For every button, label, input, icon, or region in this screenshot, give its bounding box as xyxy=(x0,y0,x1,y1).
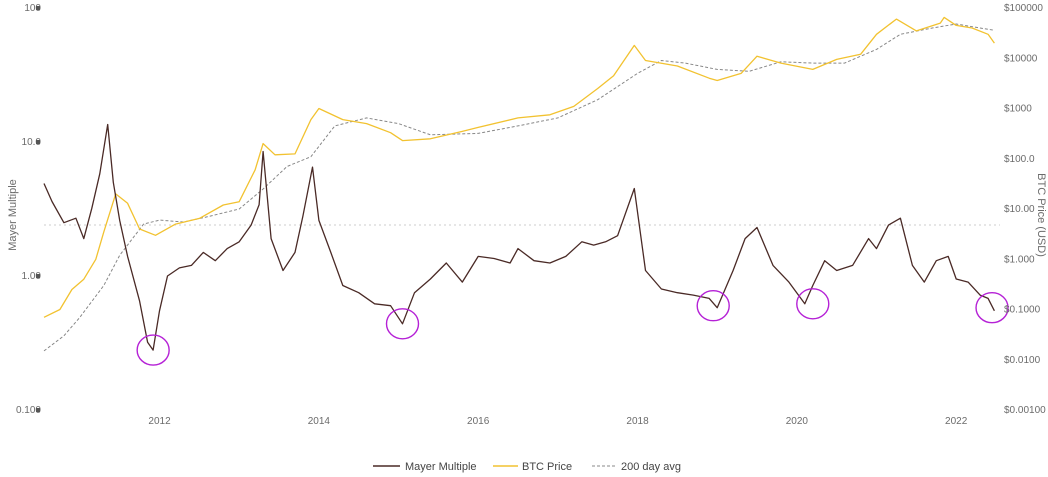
x-tick-label: 2012 xyxy=(148,416,171,427)
left-tick-label: 1.00 xyxy=(22,271,42,282)
200-day-avg-line xyxy=(43,23,995,352)
left-tick-label: 100 xyxy=(24,3,41,14)
left-tick-mark xyxy=(36,140,40,144)
right-tick-label: $1000 xyxy=(1004,104,1032,115)
x-tick-label: 2020 xyxy=(786,416,809,427)
highlight-circle xyxy=(385,308,420,340)
legend-label-mayer-multiple: Mayer Multiple xyxy=(405,461,477,473)
left-axis-title: Mayer Multiple xyxy=(7,179,19,251)
legend-label-btc-price: BTC Price xyxy=(522,461,572,473)
x-tick-label: 2022 xyxy=(945,416,968,427)
mayer-multiple-line xyxy=(43,123,995,351)
btc-price-line xyxy=(43,16,995,318)
x-tick-label: 2018 xyxy=(626,416,649,427)
right-tick-label: $0.00100 xyxy=(1004,405,1046,416)
left-tick-label: 0.100 xyxy=(16,405,41,416)
left-tick-mark xyxy=(36,274,40,278)
right-tick-label: $10.00 xyxy=(1004,204,1035,215)
highlight-circle xyxy=(796,288,830,320)
left-tick-mark xyxy=(36,6,40,10)
legend-label-200-day-avg: 200 day avg xyxy=(621,461,681,473)
legend-item-btc-price[interactable]: BTC Price xyxy=(493,461,572,473)
right-tick-label: $100.0 xyxy=(1004,154,1035,165)
right-tick-label: $0.0100 xyxy=(1004,355,1041,366)
left-tick-mark xyxy=(36,408,40,412)
highlight-circle xyxy=(136,334,170,366)
legend-item-200-day-avg[interactable]: 200 day avg xyxy=(592,461,681,473)
x-tick-label: 2016 xyxy=(467,416,490,427)
right-tick-label: $1.000 xyxy=(1004,254,1035,265)
x-tick-label: 2014 xyxy=(308,416,331,427)
marker-layer xyxy=(136,288,1009,366)
legend: Mayer Multiple BTC Price 200 day avg xyxy=(373,461,681,473)
left-tick-label: 10.0 xyxy=(22,137,42,148)
legend-item-mayer-multiple[interactable]: Mayer Multiple xyxy=(373,461,477,473)
tick-layer: 0.100 1.00 10.0 100 $0.00100 $0.0100 $0.1000 $1… xyxy=(16,3,1046,427)
lines-layer xyxy=(43,16,995,352)
right-tick-label: $10000 xyxy=(1004,53,1038,64)
right-axis-title: BTC Price (USD) xyxy=(1035,173,1047,257)
right-tick-label: $0.1000 xyxy=(1004,305,1041,316)
highlight-circle xyxy=(696,290,730,322)
highlight-circle xyxy=(975,292,1009,324)
right-tick-label: $100000 xyxy=(1004,3,1043,14)
